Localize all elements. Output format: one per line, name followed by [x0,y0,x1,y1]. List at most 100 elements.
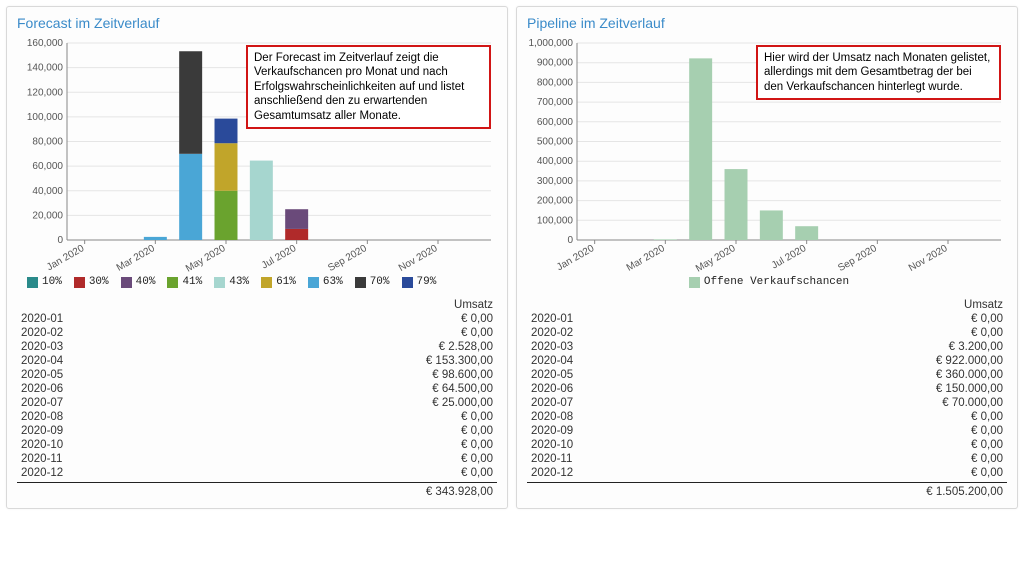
bar-segment [179,51,202,154]
forecast-chart-wrap: Der Forecast im Zeitverlauf zeigt die Ve… [17,37,497,272]
legend-item: 41% [167,276,202,288]
svg-text:160,000: 160,000 [27,38,64,49]
table-value: € 360.000,00 [591,369,1003,381]
table-month: 2020-12 [21,467,81,479]
table-row: 2020-04 € 922.000,00 [527,354,1007,368]
legend-item: 61% [261,276,296,288]
table-month: 2020-11 [531,453,591,465]
legend-label: 63% [323,276,343,288]
table-row: 2020-02 € 0,00 [527,326,1007,340]
svg-text:700,000: 700,000 [537,97,574,108]
forecast-panel: Forecast im Zeitverlauf Der Forecast im … [6,6,508,509]
table-row: 2020-12 € 0,00 [527,466,1007,480]
svg-text:1,000,000: 1,000,000 [529,38,574,49]
svg-text:0: 0 [57,235,63,246]
pipeline-table: Umsatz 2020-01 € 0,00 2020-02 € 0,00 202… [527,298,1007,498]
legend-item: 40% [121,276,156,288]
bar-segment [215,143,238,191]
forecast-title: Forecast im Zeitverlauf [17,15,497,31]
svg-text:Jan 2020: Jan 2020 [45,243,87,272]
pipeline-panel: Pipeline im Zeitverlauf Hier wird der Um… [516,6,1018,509]
legend-item: 30% [74,276,109,288]
table-row: 2020-01 € 0,00 [527,312,1007,326]
table-row: 2020-08 € 0,00 [17,410,497,424]
pipeline-total-row: € 1.505.200,00 [527,482,1007,498]
table-value: € 0,00 [591,467,1003,479]
svg-text:40,000: 40,000 [32,186,63,197]
bar-segment [215,119,238,144]
table-value: € 2.528,00 [81,341,493,353]
table-value: € 98.600,00 [81,369,493,381]
svg-text:100,000: 100,000 [537,215,574,226]
legend-item: 79% [402,276,437,288]
bar-segment [285,229,308,240]
legend-swatch [355,277,366,288]
table-month: 2020-11 [21,453,81,465]
table-month: 2020-09 [21,425,81,437]
svg-text:Sep 2020: Sep 2020 [326,243,369,272]
table-row: 2020-06 € 64.500,00 [17,382,497,396]
bar-segment [215,191,238,240]
table-month: 2020-05 [531,369,591,381]
table-header-value: Umsatz [81,299,493,311]
svg-text:120,000: 120,000 [27,87,64,98]
table-month: 2020-05 [21,369,81,381]
forecast-annotation-box: Der Forecast im Zeitverlauf zeigt die Ve… [246,45,491,129]
table-header: Umsatz [17,298,497,312]
table-value: € 0,00 [591,425,1003,437]
table-header: Umsatz [527,298,1007,312]
table-month: 2020-01 [21,313,81,325]
table-row: 2020-08 € 0,00 [527,410,1007,424]
table-value: € 0,00 [81,313,493,325]
legend-swatch [74,277,85,288]
svg-text:600,000: 600,000 [537,117,574,128]
bar-segment [179,154,202,240]
table-row: 2020-03 € 2.528,00 [17,340,497,354]
table-value: € 0,00 [591,313,1003,325]
bar-segment [654,239,677,240]
legend-item: Offene Verkaufschancen [689,276,849,288]
legend-item: 70% [355,276,390,288]
table-row: 2020-04 € 153.300,00 [17,354,497,368]
table-month: 2020-04 [21,355,81,367]
table-row: 2020-06 € 150.000,00 [527,382,1007,396]
forecast-table: Umsatz 2020-01 € 0,00 2020-02 € 0,00 202… [17,298,497,498]
table-value: € 0,00 [591,453,1003,465]
forecast-total: € 343.928,00 [81,486,493,498]
table-month: 2020-08 [21,411,81,423]
legend-swatch [402,277,413,288]
legend-swatch [261,277,272,288]
table-row: 2020-11 € 0,00 [527,452,1007,466]
table-month: 2020-01 [531,313,591,325]
table-month: 2020-10 [531,439,591,451]
legend-label: 79% [417,276,437,288]
svg-text:200,000: 200,000 [537,196,574,207]
table-row: 2020-10 € 0,00 [17,438,497,452]
svg-text:Jan 2020: Jan 2020 [555,243,597,272]
table-month: 2020-02 [531,327,591,339]
svg-text:800,000: 800,000 [537,77,574,88]
pipeline-annotation-box: Hier wird der Umsatz nach Monaten gelist… [756,45,1001,100]
legend-item: 63% [308,276,343,288]
svg-text:100,000: 100,000 [27,112,64,123]
legend-swatch [689,277,700,288]
table-header-value: Umsatz [591,299,1003,311]
bar-segment [760,210,783,240]
table-value: € 0,00 [81,467,493,479]
legend-item: 10% [27,276,62,288]
table-value: € 3.200,00 [591,341,1003,353]
table-value: € 150.000,00 [591,383,1003,395]
table-row: 2020-01 € 0,00 [17,312,497,326]
table-month: 2020-03 [531,341,591,353]
table-value: € 25.000,00 [81,397,493,409]
bar-segment [250,161,273,240]
svg-text:Nov 2020: Nov 2020 [907,243,950,272]
pipeline-title: Pipeline im Zeitverlauf [527,15,1007,31]
table-month: 2020-09 [531,425,591,437]
svg-text:300,000: 300,000 [537,176,574,187]
table-value: € 0,00 [81,425,493,437]
legend-swatch [121,277,132,288]
bar-segment [725,169,748,240]
pipeline-legend: Offene Verkaufschancen [537,276,1007,288]
table-month: 2020-07 [531,397,591,409]
